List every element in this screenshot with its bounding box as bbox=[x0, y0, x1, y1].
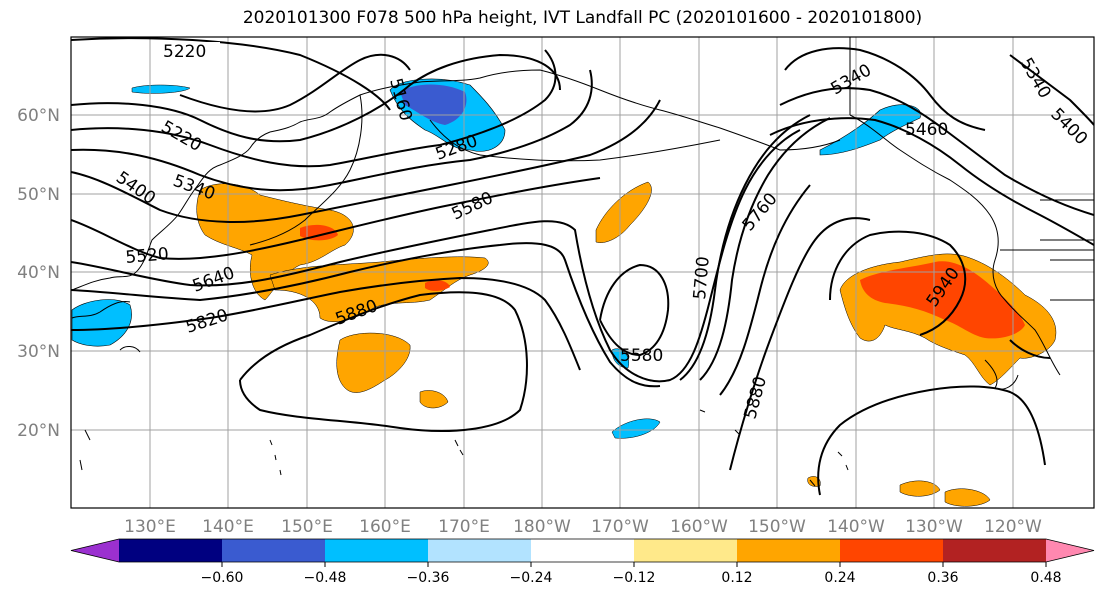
colorbar-extend-low bbox=[71, 539, 119, 562]
contour-5760 bbox=[699, 117, 831, 381]
contour-5940 bbox=[817, 230, 1051, 496]
lat-label: 20°N bbox=[17, 421, 60, 441]
lon-label: 150°E bbox=[281, 517, 333, 537]
contour-label: 5520 bbox=[125, 244, 170, 268]
contour-5220-north bbox=[71, 37, 411, 113]
lon-label: 130°E bbox=[124, 517, 176, 537]
colorbar-swatch bbox=[840, 539, 944, 562]
colorbar-tick-label: 0.24 bbox=[824, 570, 855, 586]
colorbar-swatch bbox=[325, 539, 429, 562]
colorbar-extend-high bbox=[1046, 539, 1094, 562]
lon-label: 120°W bbox=[984, 517, 1042, 537]
contour-5340-east bbox=[784, 47, 1094, 131]
lat-label: 40°N bbox=[17, 263, 60, 283]
contour-5400 bbox=[71, 99, 661, 223]
lat-label: 60°N bbox=[17, 106, 60, 126]
negative-region-bc bbox=[819, 104, 921, 156]
colorbar-swatch bbox=[634, 539, 738, 562]
positive-region-south-2 bbox=[419, 390, 449, 409]
coast-islands bbox=[79, 409, 849, 487]
latitude-labels: 60°N 50°N 40°N 30°N 20°N bbox=[17, 106, 60, 441]
coast-aleutians bbox=[479, 139, 721, 162]
positive-region-central-core bbox=[425, 280, 450, 291]
contour-5820 bbox=[71, 184, 811, 396]
contour-5520 bbox=[71, 177, 601, 260]
colorbar-swatch bbox=[428, 539, 532, 562]
colorbar-outline bbox=[70, 538, 1095, 563]
contour-5460-east bbox=[769, 117, 1094, 246]
positive-region-west-us-core bbox=[860, 261, 1025, 339]
map-frame bbox=[70, 36, 1095, 509]
lon-label: 150°W bbox=[748, 517, 806, 537]
contour-label: 5580 bbox=[620, 346, 663, 366]
lon-label: 170°W bbox=[591, 517, 649, 537]
colorbar-tick-label: 0.36 bbox=[927, 570, 958, 586]
colorbar-swatch bbox=[943, 539, 1047, 562]
lon-label: 140°E bbox=[202, 517, 254, 537]
positive-region-central-pacific bbox=[269, 256, 489, 322]
ivt-shading bbox=[71, 78, 1057, 507]
lat-label: 30°N bbox=[17, 342, 60, 362]
positive-region-east-pacific bbox=[899, 480, 941, 497]
colorbar-tick-label: −0.36 bbox=[407, 570, 450, 586]
map-title: 2020101300 F078 500 hPa height, IVT Land… bbox=[242, 8, 923, 28]
colorbar-tick-label: 0.12 bbox=[721, 570, 752, 586]
coastlines bbox=[71, 37, 1094, 487]
contour-label: 5460 bbox=[905, 120, 948, 140]
contour-5640 bbox=[71, 242, 661, 388]
contour-5880 bbox=[239, 217, 871, 471]
colorbar-swatch bbox=[737, 539, 841, 562]
contour-label: 5220 bbox=[163, 42, 206, 62]
longitude-labels: 130°E 140°E 150°E 160°E 170°E 180°W 170°… bbox=[124, 517, 1042, 537]
colorbar-swatch bbox=[531, 539, 635, 562]
colorbar-tick-label: −0.48 bbox=[304, 570, 347, 586]
colorbar-swatch bbox=[222, 539, 326, 562]
contour-5700 bbox=[599, 114, 811, 381]
colorbar: −0.60 −0.48 −0.36 −0.24 −0.12 0.12 0.24 0.36 0.4… bbox=[70, 538, 1095, 586]
colorbar-tick-label: 0.48 bbox=[1030, 570, 1061, 586]
lon-label: 160°E bbox=[359, 517, 411, 537]
contour-label: 5700 bbox=[690, 256, 714, 301]
lon-label: 130°W bbox=[905, 517, 963, 537]
colorbar-swatch bbox=[119, 539, 223, 562]
contour-5220 bbox=[71, 53, 561, 143]
colorbar-tick-label: −0.24 bbox=[510, 570, 553, 586]
lat-label: 50°N bbox=[17, 185, 60, 205]
coast-north-america bbox=[849, 37, 1094, 376]
colorbar-tick-label: −0.12 bbox=[613, 570, 656, 586]
height-contours bbox=[71, 37, 1094, 496]
contour-5400-east bbox=[779, 87, 1094, 216]
coast-kamchatka bbox=[249, 94, 363, 246]
contour-5340 bbox=[71, 69, 593, 192]
lon-label: 140°W bbox=[827, 517, 885, 537]
positive-region-kamchatka-core bbox=[300, 224, 338, 241]
lon-label: 160°W bbox=[670, 517, 728, 537]
contour-5280 bbox=[71, 49, 557, 168]
positive-region-streak bbox=[595, 181, 652, 243]
lon-label: 170°E bbox=[438, 517, 490, 537]
positive-region-east-pacific-2 bbox=[944, 488, 991, 507]
lon-label: 180°W bbox=[513, 517, 571, 537]
negative-region-small-1 bbox=[131, 84, 191, 94]
negative-region-small-2 bbox=[611, 418, 661, 439]
coast-alaska bbox=[359, 69, 841, 156]
colorbar-tick-label: −0.60 bbox=[201, 570, 244, 586]
